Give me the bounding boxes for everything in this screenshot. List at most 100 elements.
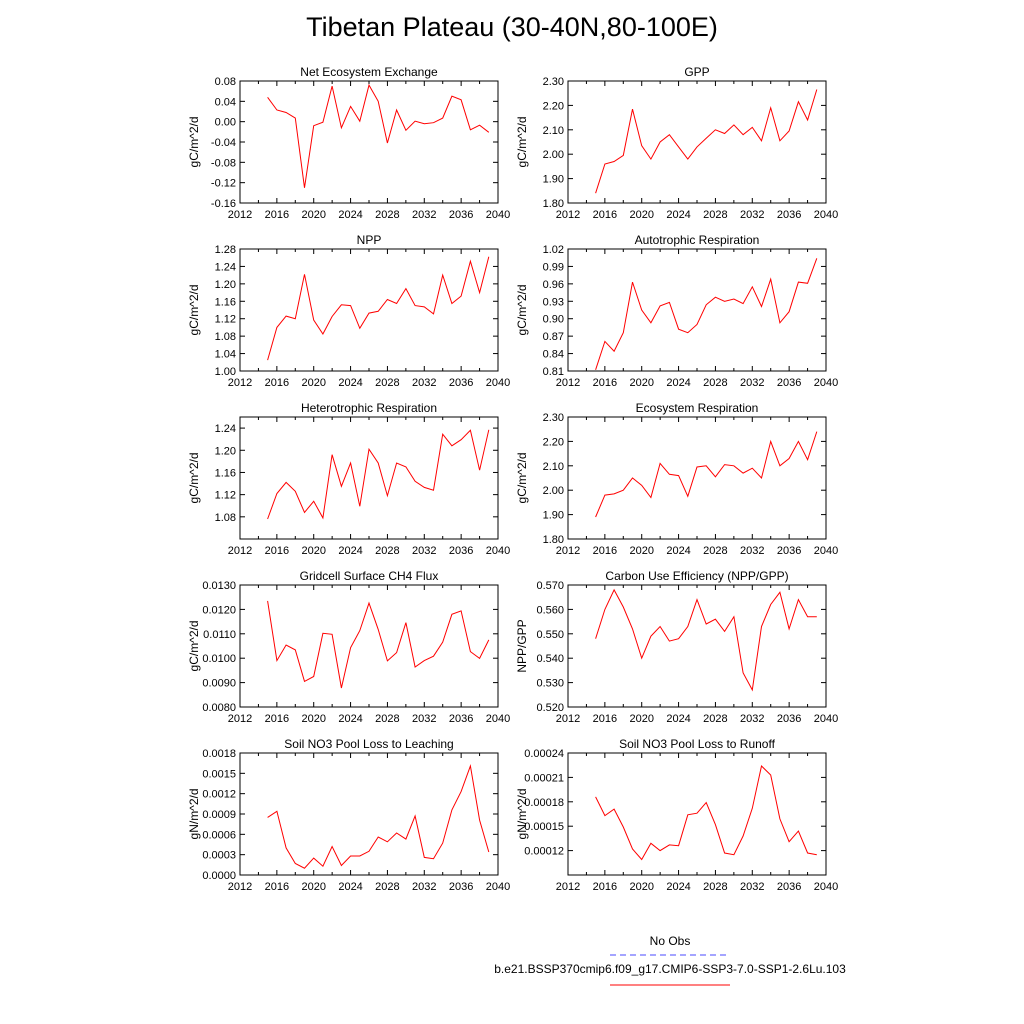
x-tick-label: 2040: [814, 209, 838, 221]
x-tick-label: 2036: [449, 881, 473, 893]
x-tick-label: 2024: [666, 209, 690, 221]
y-tick-label: 0.0120: [202, 604, 236, 616]
x-tick-label: 2036: [449, 377, 473, 389]
x-tick-label: 2028: [703, 377, 727, 389]
x-tick-label: 2032: [740, 209, 764, 221]
x-tick-label: 2020: [629, 881, 653, 893]
plot-frame: [567, 584, 827, 708]
y-tick-label: 1.90: [543, 510, 564, 522]
y-tick-label: -0.04: [211, 137, 236, 149]
y-tick-label: 0.0006: [202, 829, 236, 841]
x-tick-label: 2040: [814, 545, 838, 557]
y-tick-label: 2.00: [543, 485, 564, 497]
plot-frame: [239, 752, 499, 876]
y-tick-label: 0.93: [543, 296, 564, 308]
y-tick-label: 0.08: [215, 76, 236, 88]
y-tick-label: 1.02: [543, 244, 564, 256]
x-tick-label: 2028: [375, 377, 399, 389]
y-tick-label: 0.00024: [524, 748, 564, 760]
y-tick-label: 2.30: [543, 412, 564, 424]
x-tick-label: 2036: [777, 881, 801, 893]
y-tick-label: 0.0015: [202, 768, 236, 780]
x-tick-label: 2024: [666, 545, 690, 557]
y-tick-label: 1.04: [215, 349, 236, 361]
x-tick-label: 2032: [412, 209, 436, 221]
x-tick-label: 2032: [740, 881, 764, 893]
y-tick-label: 2.30: [543, 76, 564, 88]
series-line: [595, 431, 818, 518]
x-tick-label: 2032: [412, 545, 436, 557]
x-tick-label: 2012: [228, 713, 252, 725]
x-tick-label: 2040: [486, 545, 510, 557]
panel-title: Soil NO3 Pool Loss to Runoff: [619, 737, 776, 751]
y-tick-label: 0.96: [543, 279, 564, 291]
y-tick-label: 0.0009: [202, 809, 236, 821]
y-tick-label: 0.0090: [202, 678, 236, 690]
x-tick-label: 2016: [265, 881, 289, 893]
panel-title: Net Ecosystem Exchange: [300, 65, 438, 79]
y-tick-label: 0.0100: [202, 653, 236, 665]
x-tick-label: 2020: [629, 209, 653, 221]
x-tick-label: 2016: [265, 545, 289, 557]
x-tick-label: 2040: [814, 377, 838, 389]
y-axis-label: gC/m^2/d: [187, 621, 201, 672]
x-tick-label: 2024: [666, 377, 690, 389]
x-tick-label: 2020: [301, 209, 325, 221]
panel-3: NPP gC/m^2/d 2012 2016 2020 2024 2028 2032 2036 2…: [187, 233, 510, 389]
x-tick-label: 2036: [449, 209, 473, 221]
panel-7: Gridcell Surface CH4 Flux gC/m^2/d 2012 201…: [187, 569, 510, 725]
y-axis-label: gC/m^2/d: [515, 117, 529, 168]
x-tick-label: 2028: [375, 209, 399, 221]
x-tick-label: 2020: [301, 713, 325, 725]
x-tick-label: 2012: [556, 545, 580, 557]
x-tick-label: 2016: [265, 713, 289, 725]
x-tick-label: 2028: [703, 713, 727, 725]
y-tick-label: 2.10: [543, 461, 564, 473]
y-tick-label: 0.04: [215, 96, 236, 108]
y-tick-label: 1.20: [215, 279, 236, 291]
series-line: [595, 258, 818, 370]
y-tick-label: 1.90: [543, 174, 564, 186]
y-tick-label: 0.0080: [202, 702, 236, 714]
y-tick-label: 0.0003: [202, 850, 236, 862]
y-tick-label: 0.00: [215, 117, 236, 129]
x-tick-label: 2016: [593, 713, 617, 725]
x-tick-label: 2040: [486, 713, 510, 725]
x-tick-label: 2024: [338, 377, 362, 389]
page-title: Tibetan Plateau (30-40N,80-100E): [306, 12, 718, 42]
x-tick-label: 2040: [814, 881, 838, 893]
x-tick-label: 2012: [556, 377, 580, 389]
y-tick-label: 0.90: [543, 314, 564, 326]
y-tick-label: 1.24: [215, 423, 236, 435]
panel-9: Soil NO3 Pool Loss to Leaching gN/m^2/d 20…: [187, 737, 510, 893]
y-axis-label: gC/m^2/d: [515, 453, 529, 504]
x-tick-label: 2036: [777, 713, 801, 725]
x-tick-label: 2024: [666, 881, 690, 893]
y-axis-label: gC/m^2/d: [515, 285, 529, 336]
x-tick-label: 2036: [449, 713, 473, 725]
x-tick-label: 2016: [593, 545, 617, 557]
y-tick-label: 2.20: [543, 436, 564, 448]
y-tick-label: 0.81: [543, 366, 564, 378]
x-tick-label: 2016: [593, 881, 617, 893]
x-tick-label: 2016: [265, 377, 289, 389]
y-axis-label: gN/m^2/d: [187, 789, 201, 840]
y-tick-label: 1.12: [215, 314, 236, 326]
x-tick-label: 2012: [556, 209, 580, 221]
x-tick-label: 2020: [629, 713, 653, 725]
legend: No Obs b.e21.BSSP370cmip6.f09_g17.CMIP6-S…: [494, 934, 846, 986]
x-tick-label: 2036: [777, 545, 801, 557]
y-tick-label: 0.520: [536, 702, 564, 714]
y-axis-label: gN/m^2/d: [515, 789, 529, 840]
x-tick-label: 2028: [375, 713, 399, 725]
y-tick-label: 1.80: [543, 198, 564, 210]
x-tick-label: 2032: [740, 545, 764, 557]
x-tick-label: 2020: [629, 545, 653, 557]
y-tick-label: 1.16: [215, 467, 236, 479]
x-tick-label: 2028: [375, 881, 399, 893]
panel-5: Heterotrophic Respiration gC/m^2/d 2012 201…: [187, 401, 510, 557]
panel-title: GPP: [684, 65, 709, 79]
y-tick-label: 1.28: [215, 244, 236, 256]
x-tick-label: 2036: [777, 209, 801, 221]
plot-frame: [567, 416, 827, 540]
